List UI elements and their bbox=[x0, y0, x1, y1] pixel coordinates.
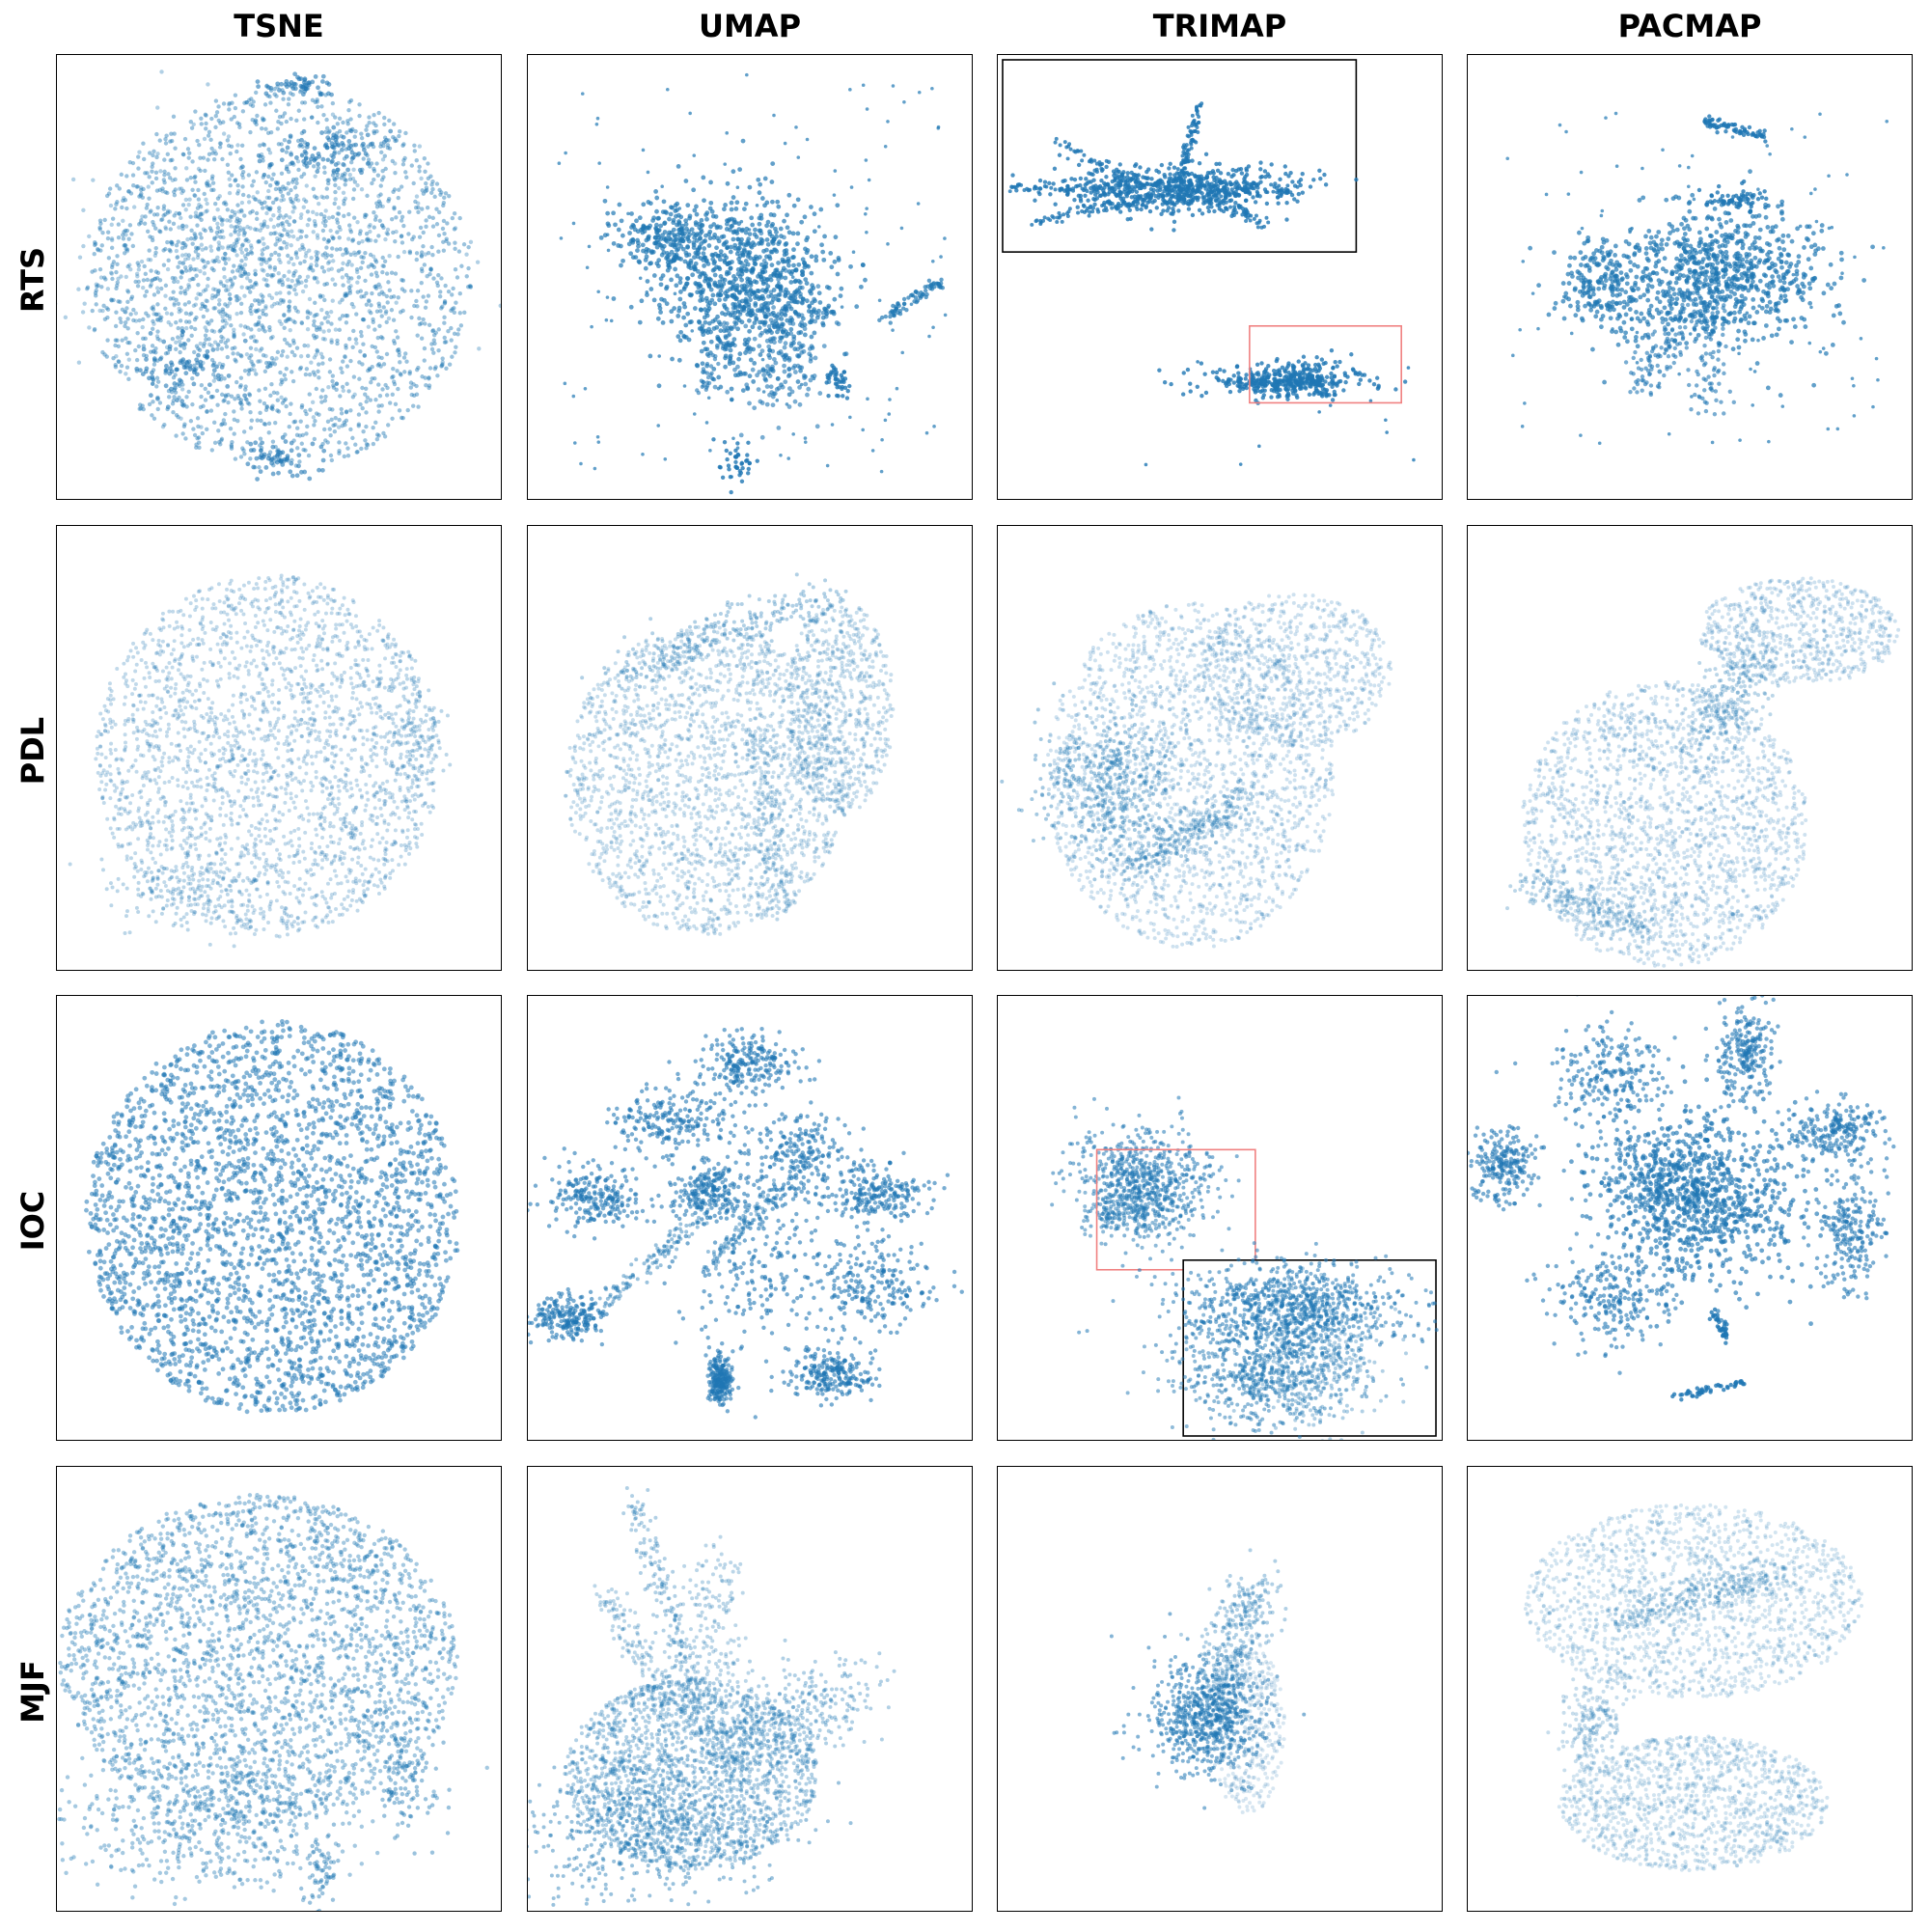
scatter-plot-pdl-umap bbox=[564, 572, 896, 936]
panel-ioc-pacmap bbox=[1467, 995, 1913, 1441]
row-title-mjf: MJF bbox=[14, 1660, 51, 1724]
scatter-plot-rts-pacmap bbox=[1505, 111, 1889, 446]
panel-mjf-tsne bbox=[56, 1466, 502, 1912]
scatter-plot-mjf-trimap bbox=[1109, 1548, 1307, 1814]
panel-rts-trimap bbox=[997, 54, 1443, 500]
inset-scatter-points bbox=[1077, 1241, 1439, 1440]
panel-pdl-trimap bbox=[997, 525, 1443, 971]
scatter-points bbox=[84, 1018, 460, 1415]
scatter-plot-rts-trimap bbox=[1002, 59, 1416, 467]
column-title-trimap: TRIMAP bbox=[997, 8, 1443, 44]
panel-mjf-pacmap bbox=[1467, 1466, 1913, 1912]
scatter-points bbox=[1050, 1095, 1241, 1256]
scatter-plot-ioc-pacmap bbox=[1468, 996, 1896, 1402]
scatter-points bbox=[1000, 593, 1393, 949]
scatter-points bbox=[57, 69, 501, 482]
scatter-plot-rts-umap bbox=[557, 72, 948, 495]
scatter-plot-mjf-tsne bbox=[57, 1492, 489, 1911]
row-title-rts: RTS bbox=[14, 247, 51, 313]
panel-rts-tsne bbox=[56, 54, 502, 500]
scatter-points bbox=[57, 1492, 489, 1911]
panel-rts-pacmap bbox=[1467, 54, 1913, 500]
scatter-points bbox=[528, 1486, 896, 1907]
panel-ioc-tsne bbox=[56, 995, 502, 1441]
inset-scatter-points bbox=[1007, 101, 1359, 233]
scatter-plot-ioc-trimap bbox=[1050, 1095, 1439, 1440]
scatter-plot-pdl-trimap bbox=[1000, 593, 1393, 949]
scatter-plot-ioc-tsne bbox=[84, 1018, 460, 1415]
row-title-ioc: IOC bbox=[14, 1191, 51, 1252]
scatter-points bbox=[1505, 576, 1901, 968]
scatter-plot-mjf-umap bbox=[528, 1486, 896, 1907]
scatter-points bbox=[1468, 996, 1896, 1402]
panel-rts-umap bbox=[527, 54, 973, 500]
row-title-pdl: PDL bbox=[14, 717, 51, 785]
scatter-points bbox=[1523, 1503, 1864, 1872]
scatter-points bbox=[557, 72, 948, 495]
scatter-plot-rts-tsne bbox=[57, 69, 501, 482]
scatter-points bbox=[564, 572, 896, 936]
panel-pdl-pacmap bbox=[1467, 525, 1913, 971]
panel-ioc-umap bbox=[527, 995, 973, 1441]
scatter-points bbox=[1109, 1548, 1307, 1814]
scatter-points bbox=[1505, 111, 1889, 446]
panel-ioc-trimap bbox=[997, 995, 1443, 1441]
panel-mjf-umap bbox=[527, 1466, 973, 1912]
scatter-plot-mjf-pacmap bbox=[1523, 1503, 1864, 1872]
column-title-pacmap: PACMAP bbox=[1467, 8, 1913, 44]
column-title-umap: UMAP bbox=[527, 8, 973, 44]
scatter-points bbox=[1144, 347, 1416, 467]
scatter-points bbox=[528, 1026, 964, 1420]
zoom-region-frame bbox=[1095, 1148, 1256, 1271]
scatter-plot-ioc-umap bbox=[528, 1026, 964, 1420]
panel-pdl-tsne bbox=[56, 525, 502, 971]
scatter-plot-pdl-tsne bbox=[68, 573, 453, 949]
scatter-points bbox=[68, 573, 453, 949]
zoom-region-frame bbox=[1249, 324, 1402, 404]
column-title-tsne: TSNE bbox=[56, 8, 502, 44]
panel-pdl-umap bbox=[527, 525, 973, 971]
scatter-plot-pdl-pacmap bbox=[1505, 576, 1901, 968]
panel-mjf-trimap bbox=[997, 1466, 1443, 1912]
